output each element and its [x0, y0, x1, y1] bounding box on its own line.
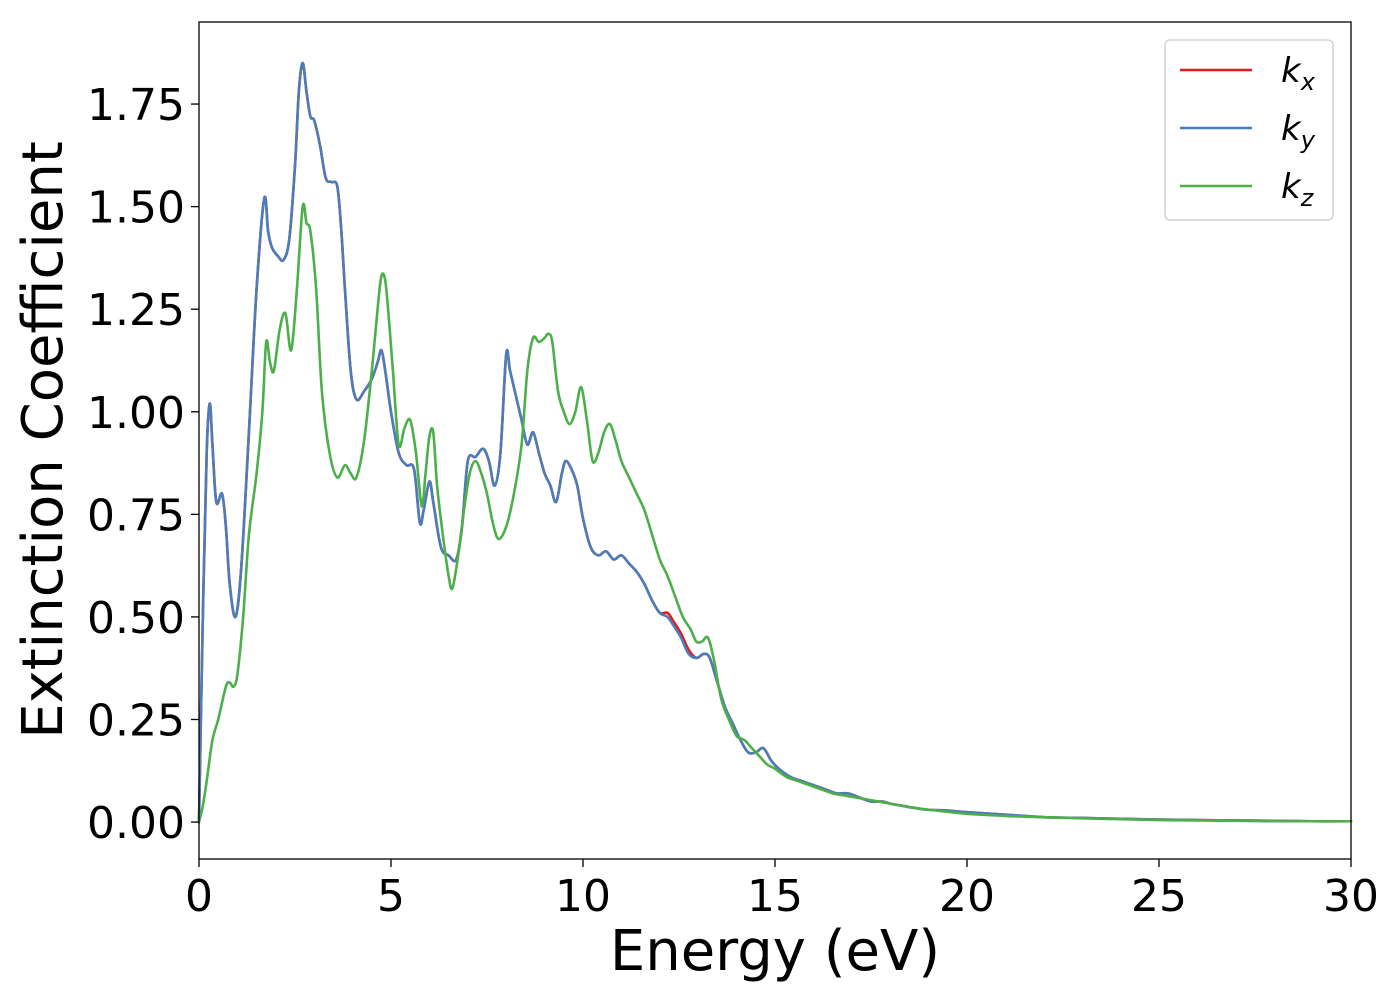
x-tick-label: 30 — [1323, 871, 1379, 922]
x-tick-label: 0 — [185, 871, 213, 922]
legend-items: kx ky kz — [1180, 51, 1316, 212]
y-tick-label: 0.25 — [87, 696, 185, 747]
y-tick-label: 0.50 — [87, 593, 185, 644]
plot-background — [199, 22, 1351, 859]
y-tick-label: 0.75 — [87, 490, 185, 541]
legend-frame — [1164, 39, 1334, 221]
y-tick-label: 1.00 — [87, 388, 185, 439]
series-layer — [197, 61, 1353, 824]
y-tick-label: 1.50 — [87, 183, 185, 234]
y-axis-title: Extinction Coefficient — [11, 141, 76, 739]
x-tick-label: 15 — [747, 871, 803, 922]
x-axis-ticks: 0 5 10 15 20 25 30 — [185, 859, 1379, 922]
legend-label-ky: ky — [1281, 109, 1316, 154]
x-tick-label: 10 — [555, 871, 611, 922]
x-axis-title: Energy (eV) — [610, 919, 940, 984]
y-tick-label: 1.25 — [87, 285, 185, 336]
y-tick-label: 1.75 — [87, 80, 185, 131]
legend-label-kx: kx — [1281, 51, 1316, 96]
series-line-kz — [197, 202, 1353, 824]
x-tick-label: 20 — [939, 871, 995, 922]
x-tick-label: 5 — [377, 871, 405, 922]
x-tick-label: 25 — [1131, 871, 1187, 922]
y-tick-label: 0.00 — [87, 798, 185, 849]
y-axis-ticks: 0.00 0.25 0.50 0.75 1.00 1.25 1.50 1.75 — [87, 80, 199, 849]
legend: kx ky kz — [1164, 39, 1334, 221]
legend-label-kz: kz — [1281, 167, 1315, 212]
